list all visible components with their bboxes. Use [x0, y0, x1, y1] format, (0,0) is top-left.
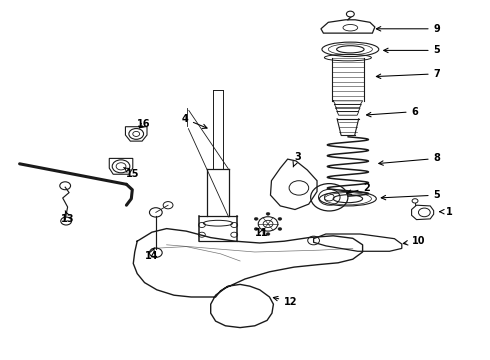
Text: 9: 9 [376, 24, 441, 34]
Circle shape [278, 228, 282, 230]
Circle shape [254, 217, 258, 220]
Text: 16: 16 [137, 119, 151, 129]
Circle shape [266, 233, 270, 235]
Text: 14: 14 [145, 248, 158, 261]
Text: 5: 5 [384, 45, 441, 55]
Text: 5: 5 [381, 190, 441, 200]
Text: 15: 15 [123, 167, 140, 179]
Text: 10: 10 [403, 236, 425, 246]
Text: 2: 2 [347, 183, 370, 194]
Text: 13: 13 [61, 211, 75, 224]
Text: 4: 4 [181, 114, 207, 129]
Text: 7: 7 [376, 69, 441, 79]
Text: 3: 3 [293, 152, 301, 167]
Text: 6: 6 [367, 107, 418, 117]
Circle shape [266, 212, 270, 215]
Text: 12: 12 [273, 296, 298, 307]
Circle shape [346, 11, 354, 17]
Text: 11: 11 [255, 228, 269, 238]
Text: 8: 8 [379, 153, 441, 165]
Text: 1: 1 [440, 207, 453, 217]
Circle shape [278, 217, 282, 220]
Circle shape [254, 228, 258, 230]
